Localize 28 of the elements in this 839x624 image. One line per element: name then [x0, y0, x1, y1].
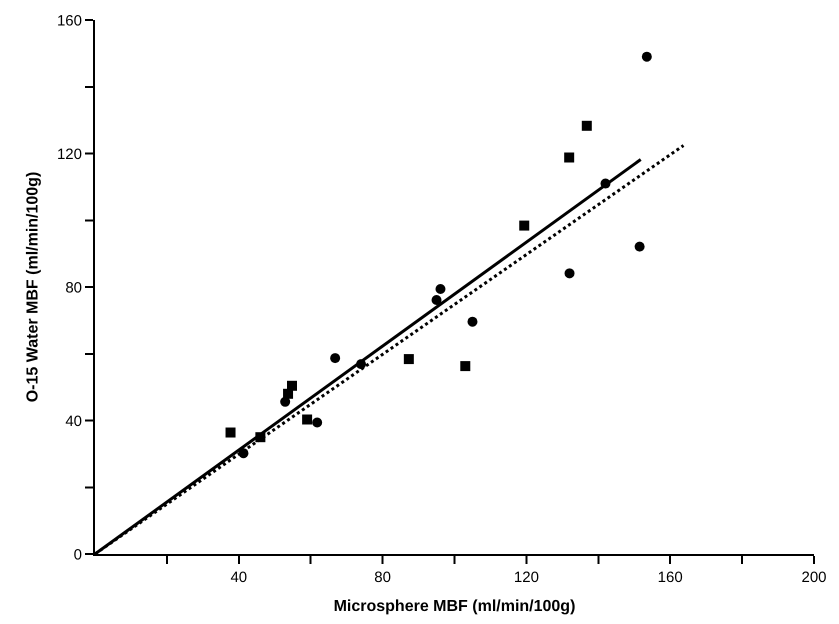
x-tick-label: 120: [514, 569, 539, 586]
x-tick-label: 40: [230, 569, 248, 586]
x-axis-title: Microsphere MBF (ml/min/100g): [334, 598, 576, 616]
x-tick-label: 200: [801, 569, 827, 586]
point: [564, 268, 575, 278]
point: [564, 152, 574, 163]
point: [519, 220, 530, 231]
y-tick-label: 160: [56, 12, 82, 30]
point: [642, 52, 652, 62]
point: [302, 414, 312, 424]
point: [435, 284, 446, 294]
y-axis-title: O-15 Water MBF (ml/min/100g): [24, 172, 42, 402]
point: [330, 353, 340, 364]
y-tick-label: 0: [74, 546, 82, 564]
y-tick-label: 40: [65, 412, 82, 430]
point: [432, 295, 442, 306]
x-tick-label: 80: [374, 569, 391, 586]
point: [582, 120, 592, 131]
point: [467, 316, 478, 327]
point: [312, 418, 322, 428]
point: [287, 380, 298, 391]
point: [460, 361, 470, 372]
point: [226, 428, 236, 438]
y-tick-label: 120: [56, 146, 82, 163]
y-tick-label: 80: [65, 279, 82, 296]
x-tick-label: 160: [658, 569, 683, 586]
point: [634, 242, 645, 252]
point: [404, 354, 414, 364]
